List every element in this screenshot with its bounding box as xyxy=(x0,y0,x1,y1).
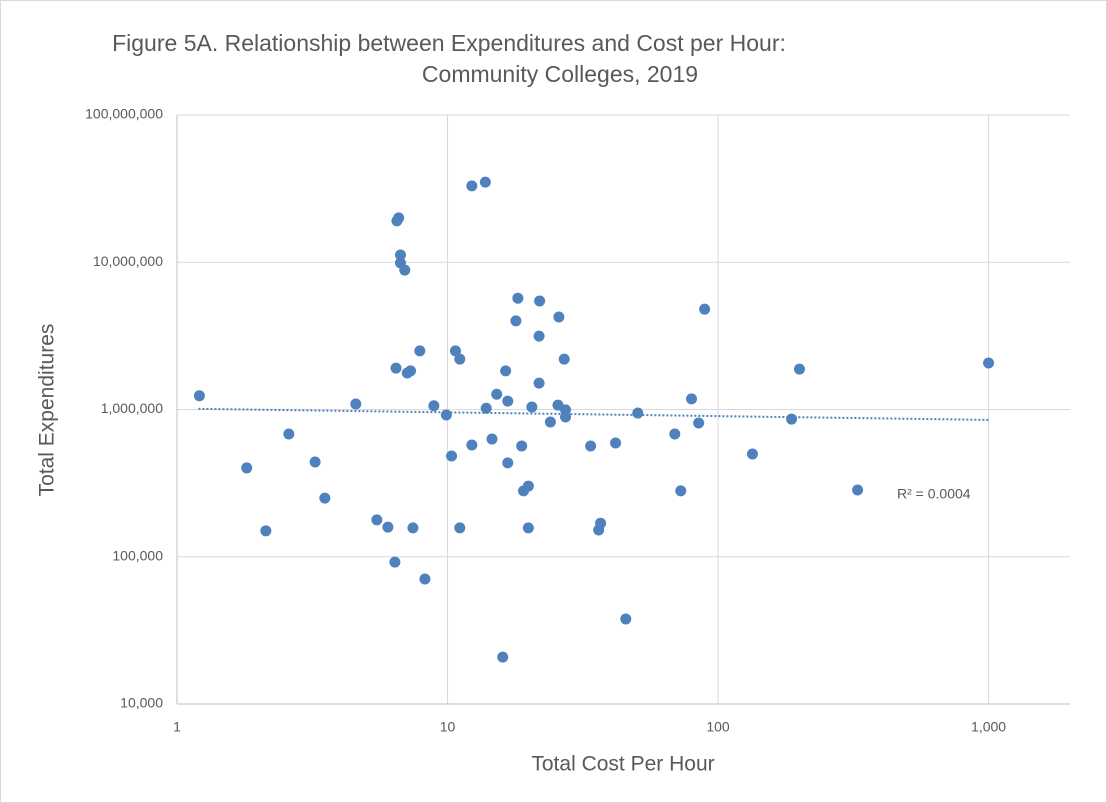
annotation: R² = 0.0004 xyxy=(897,486,971,502)
point xyxy=(620,613,632,625)
y-tick-label: 10,000,000 xyxy=(93,253,163,269)
point xyxy=(382,521,394,533)
point xyxy=(516,440,528,452)
point xyxy=(241,462,253,474)
point xyxy=(610,437,622,449)
point xyxy=(699,303,711,315)
point xyxy=(399,264,411,276)
point xyxy=(686,393,698,405)
point xyxy=(746,448,758,460)
y-tick-label: 1,000,000 xyxy=(101,400,163,416)
point xyxy=(500,365,512,377)
y-tick-label: 10,000 xyxy=(120,695,163,711)
point xyxy=(585,440,597,452)
point xyxy=(491,388,503,400)
point xyxy=(595,517,607,529)
point xyxy=(389,556,401,568)
point xyxy=(983,357,995,369)
point xyxy=(669,428,681,440)
point xyxy=(486,433,498,445)
point xyxy=(479,176,491,188)
point xyxy=(446,450,458,462)
point xyxy=(449,345,461,357)
point xyxy=(309,456,321,468)
point xyxy=(466,439,478,451)
point xyxy=(407,522,419,534)
point xyxy=(371,514,383,526)
point xyxy=(480,402,492,414)
point xyxy=(793,363,805,375)
point xyxy=(502,395,514,407)
chart-title: Figure 5A. Relationship between Expendit… xyxy=(112,30,786,56)
point xyxy=(283,428,295,440)
point xyxy=(428,400,440,412)
point xyxy=(440,409,452,421)
x-axis-title: Total Cost Per Hour xyxy=(531,753,714,776)
point xyxy=(852,484,864,496)
point xyxy=(544,416,556,428)
y-tick-label: 100,000,000 xyxy=(85,106,163,122)
point xyxy=(193,390,205,402)
point xyxy=(390,362,402,374)
x-tick-label: 1,000 xyxy=(971,719,1006,735)
point xyxy=(497,651,509,663)
x-tick-label: 100 xyxy=(706,719,730,735)
point xyxy=(414,345,426,357)
point xyxy=(786,413,798,425)
point xyxy=(393,212,405,224)
point xyxy=(553,311,565,323)
point xyxy=(454,522,466,534)
point xyxy=(419,573,431,585)
y-axis-title: Total Expenditures xyxy=(36,324,59,497)
point xyxy=(560,411,572,423)
point xyxy=(533,330,545,342)
point xyxy=(466,180,478,192)
point xyxy=(405,365,417,377)
point xyxy=(502,457,514,469)
x-tick-label: 10 xyxy=(440,719,456,735)
point xyxy=(350,398,362,410)
point xyxy=(534,295,546,307)
point xyxy=(693,417,705,429)
point xyxy=(526,401,538,413)
point xyxy=(632,407,644,419)
point xyxy=(675,485,687,497)
point xyxy=(533,377,545,389)
point xyxy=(319,492,331,504)
point xyxy=(522,522,534,534)
point xyxy=(260,525,272,537)
point xyxy=(522,480,534,492)
chart-title: Community Colleges, 2019 xyxy=(422,61,698,87)
y-tick-label: 100,000 xyxy=(112,547,163,563)
x-tick-label: 1 xyxy=(173,719,181,735)
point xyxy=(454,353,466,365)
point xyxy=(512,292,524,304)
point xyxy=(558,353,570,365)
point xyxy=(510,315,522,327)
point xyxy=(394,249,406,261)
